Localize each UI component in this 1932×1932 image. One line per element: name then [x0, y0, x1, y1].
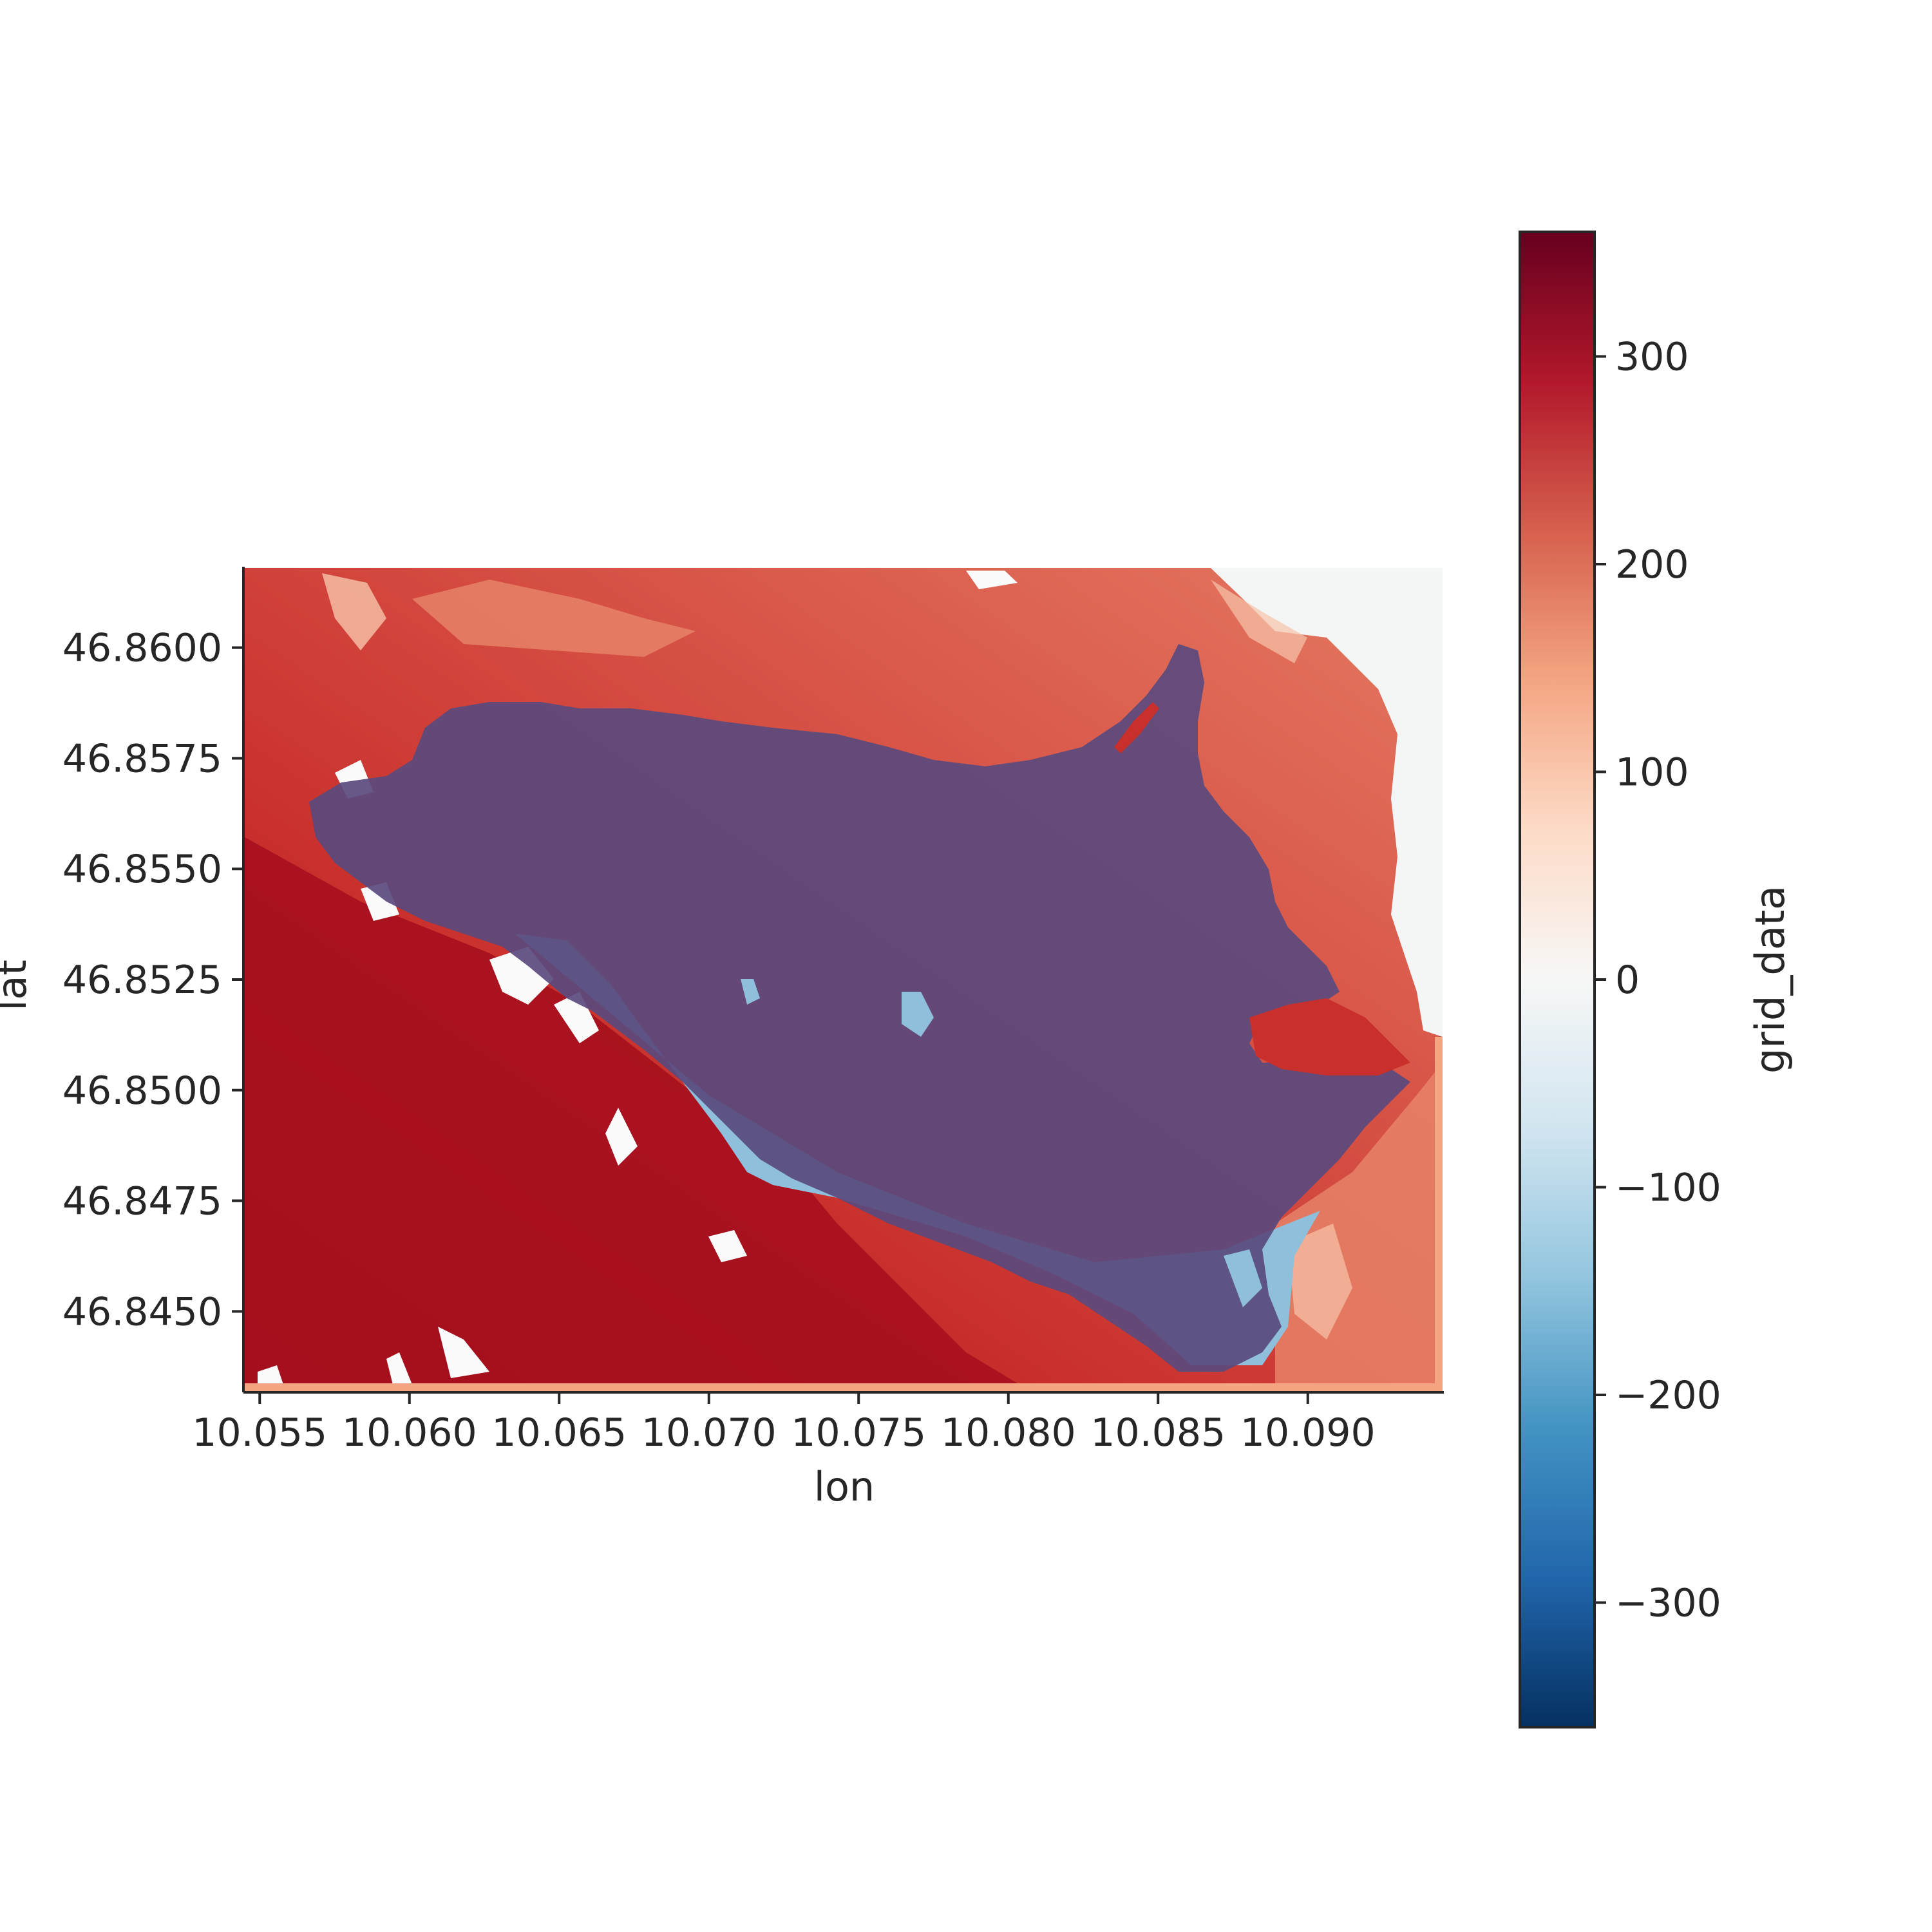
- ridge-peach-north: [412, 580, 696, 657]
- y-tick-label: 46.8550: [62, 847, 222, 892]
- x-tick-label: 10.090: [1240, 1410, 1376, 1455]
- y-axis-ticks: 46.8450 46.8475 46.8500 46.8525 46.8550 46.85…: [62, 626, 243, 1334]
- x-tick-label: 10.075: [791, 1410, 926, 1455]
- glacier-overlay: [309, 644, 1410, 1372]
- y-tick-label: 46.8475: [62, 1179, 222, 1224]
- x-axis-label: lon: [814, 1463, 875, 1510]
- ridge-dark-sw: [245, 837, 1030, 1391]
- colorbar-tick-label: 100: [1615, 750, 1689, 795]
- red-lobe-east: [1249, 998, 1410, 1075]
- colorbar: −300 −200 −100 0 100 200 300 grid_data: [1519, 231, 1794, 1728]
- ridge-peach-se: [1288, 1224, 1352, 1340]
- y-tick-label: 46.8600: [62, 626, 222, 671]
- colorbar-ticks: −300 −200 −100 0 100 200 300: [1595, 335, 1721, 1626]
- y-tick-label: 46.8500: [62, 1068, 222, 1113]
- x-tick-label: 10.055: [192, 1410, 327, 1455]
- right-edge-strip: [1435, 1037, 1443, 1391]
- x-axis-ticks: 10.055 10.060 10.065 10.070 10.075 10.080 10.0…: [192, 1392, 1376, 1455]
- light-blue-islands: [741, 979, 1262, 1307]
- colorbar-tick-label: 300: [1615, 335, 1689, 380]
- colorbar-tick-label: 200: [1615, 542, 1689, 587]
- x-tick-label: 10.065: [491, 1410, 627, 1455]
- colorbar-gradient: [1519, 231, 1596, 1728]
- x-tick-label: 10.080: [941, 1410, 1076, 1455]
- y-tick-label: 46.8450: [62, 1289, 222, 1334]
- colorbar-tick-label: 0: [1615, 958, 1640, 1003]
- ridge-peach-top: [322, 573, 386, 650]
- x-tick-label: 10.085: [1090, 1410, 1226, 1455]
- heatmap-raster: [245, 568, 1443, 1391]
- y-tick-label: 46.8575: [62, 736, 222, 781]
- y-axis-label: lat: [0, 960, 35, 1011]
- x-tick-label: 10.070: [641, 1410, 777, 1455]
- colorbar-tick-label: −200: [1615, 1373, 1721, 1418]
- ridge-peach-east: [1211, 580, 1307, 663]
- colorbar-label: grid_data: [1747, 886, 1794, 1074]
- colorbar-tick-label: −300: [1615, 1581, 1721, 1626]
- red-sliver-north: [1114, 702, 1159, 753]
- bottom-edge-strip: [245, 1383, 1443, 1391]
- y-tick-label: 46.8525: [62, 958, 222, 1003]
- x-tick-label: 10.060: [342, 1410, 477, 1455]
- colorbar-tick-label: −100: [1615, 1166, 1721, 1211]
